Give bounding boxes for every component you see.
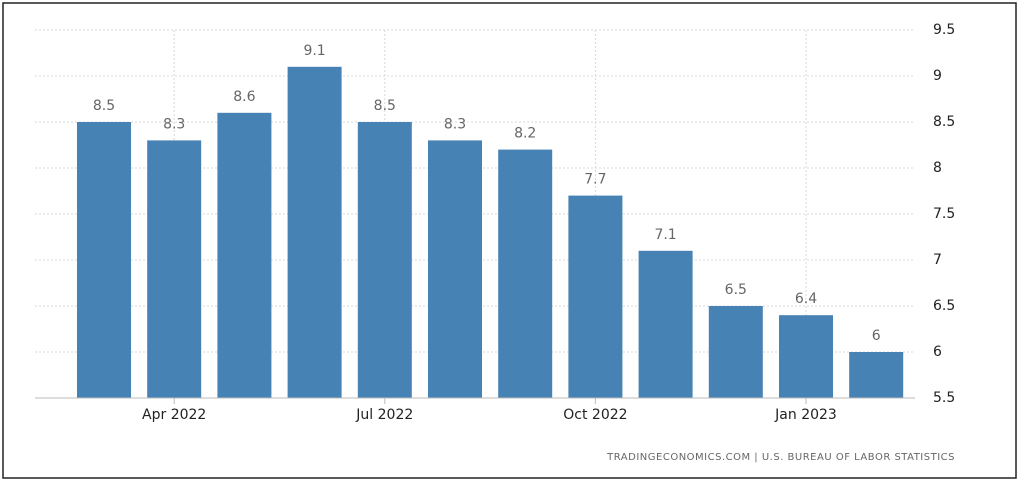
x-tick-label: Apr 2022	[142, 407, 206, 423]
bar	[849, 352, 904, 398]
y-tick-label: 9	[933, 68, 942, 84]
value-label: 8.3	[163, 116, 185, 132]
value-label: 8.5	[374, 98, 396, 114]
value-label: 9.1	[303, 43, 325, 59]
source: TRADINGECONOMICS.COM | U.S. BUREAU OF LA…	[606, 452, 955, 463]
value-label: 6.4	[795, 291, 817, 307]
value-label: 7.1	[654, 227, 676, 243]
y-tick-label: 7.5	[933, 206, 955, 222]
bar	[147, 140, 202, 398]
value-label: 8.2	[514, 126, 536, 142]
y-tick-label: 5.5	[933, 390, 955, 406]
bar	[708, 306, 763, 398]
bar	[498, 149, 553, 398]
value-label: 6	[872, 328, 881, 344]
value-label: 7.7	[584, 172, 606, 188]
bar	[357, 122, 412, 398]
y-tick-label: 6.5	[933, 298, 955, 314]
bar	[638, 250, 693, 398]
value-label: 8.5	[93, 98, 115, 114]
x-tick-label: Jul 2022	[355, 407, 413, 423]
y-tick-label: 8	[933, 160, 942, 176]
y-tick-label: 6	[933, 344, 942, 360]
bar	[217, 112, 272, 399]
bar	[287, 66, 342, 399]
y-tick-label: 7	[933, 252, 942, 268]
value-label: 8.6	[233, 89, 255, 105]
bar	[77, 122, 131, 398]
value-label: 6.5	[725, 282, 747, 298]
y-tick-label: 9.5	[933, 22, 955, 38]
bar	[568, 195, 623, 398]
x-tick-label: Oct 2022	[563, 407, 627, 423]
x-tick-label: Jan 2023	[774, 407, 837, 423]
y-tick-label: 8.5	[933, 114, 955, 130]
bar	[428, 140, 482, 398]
bar	[779, 315, 833, 398]
value-label: 8.3	[444, 116, 466, 132]
